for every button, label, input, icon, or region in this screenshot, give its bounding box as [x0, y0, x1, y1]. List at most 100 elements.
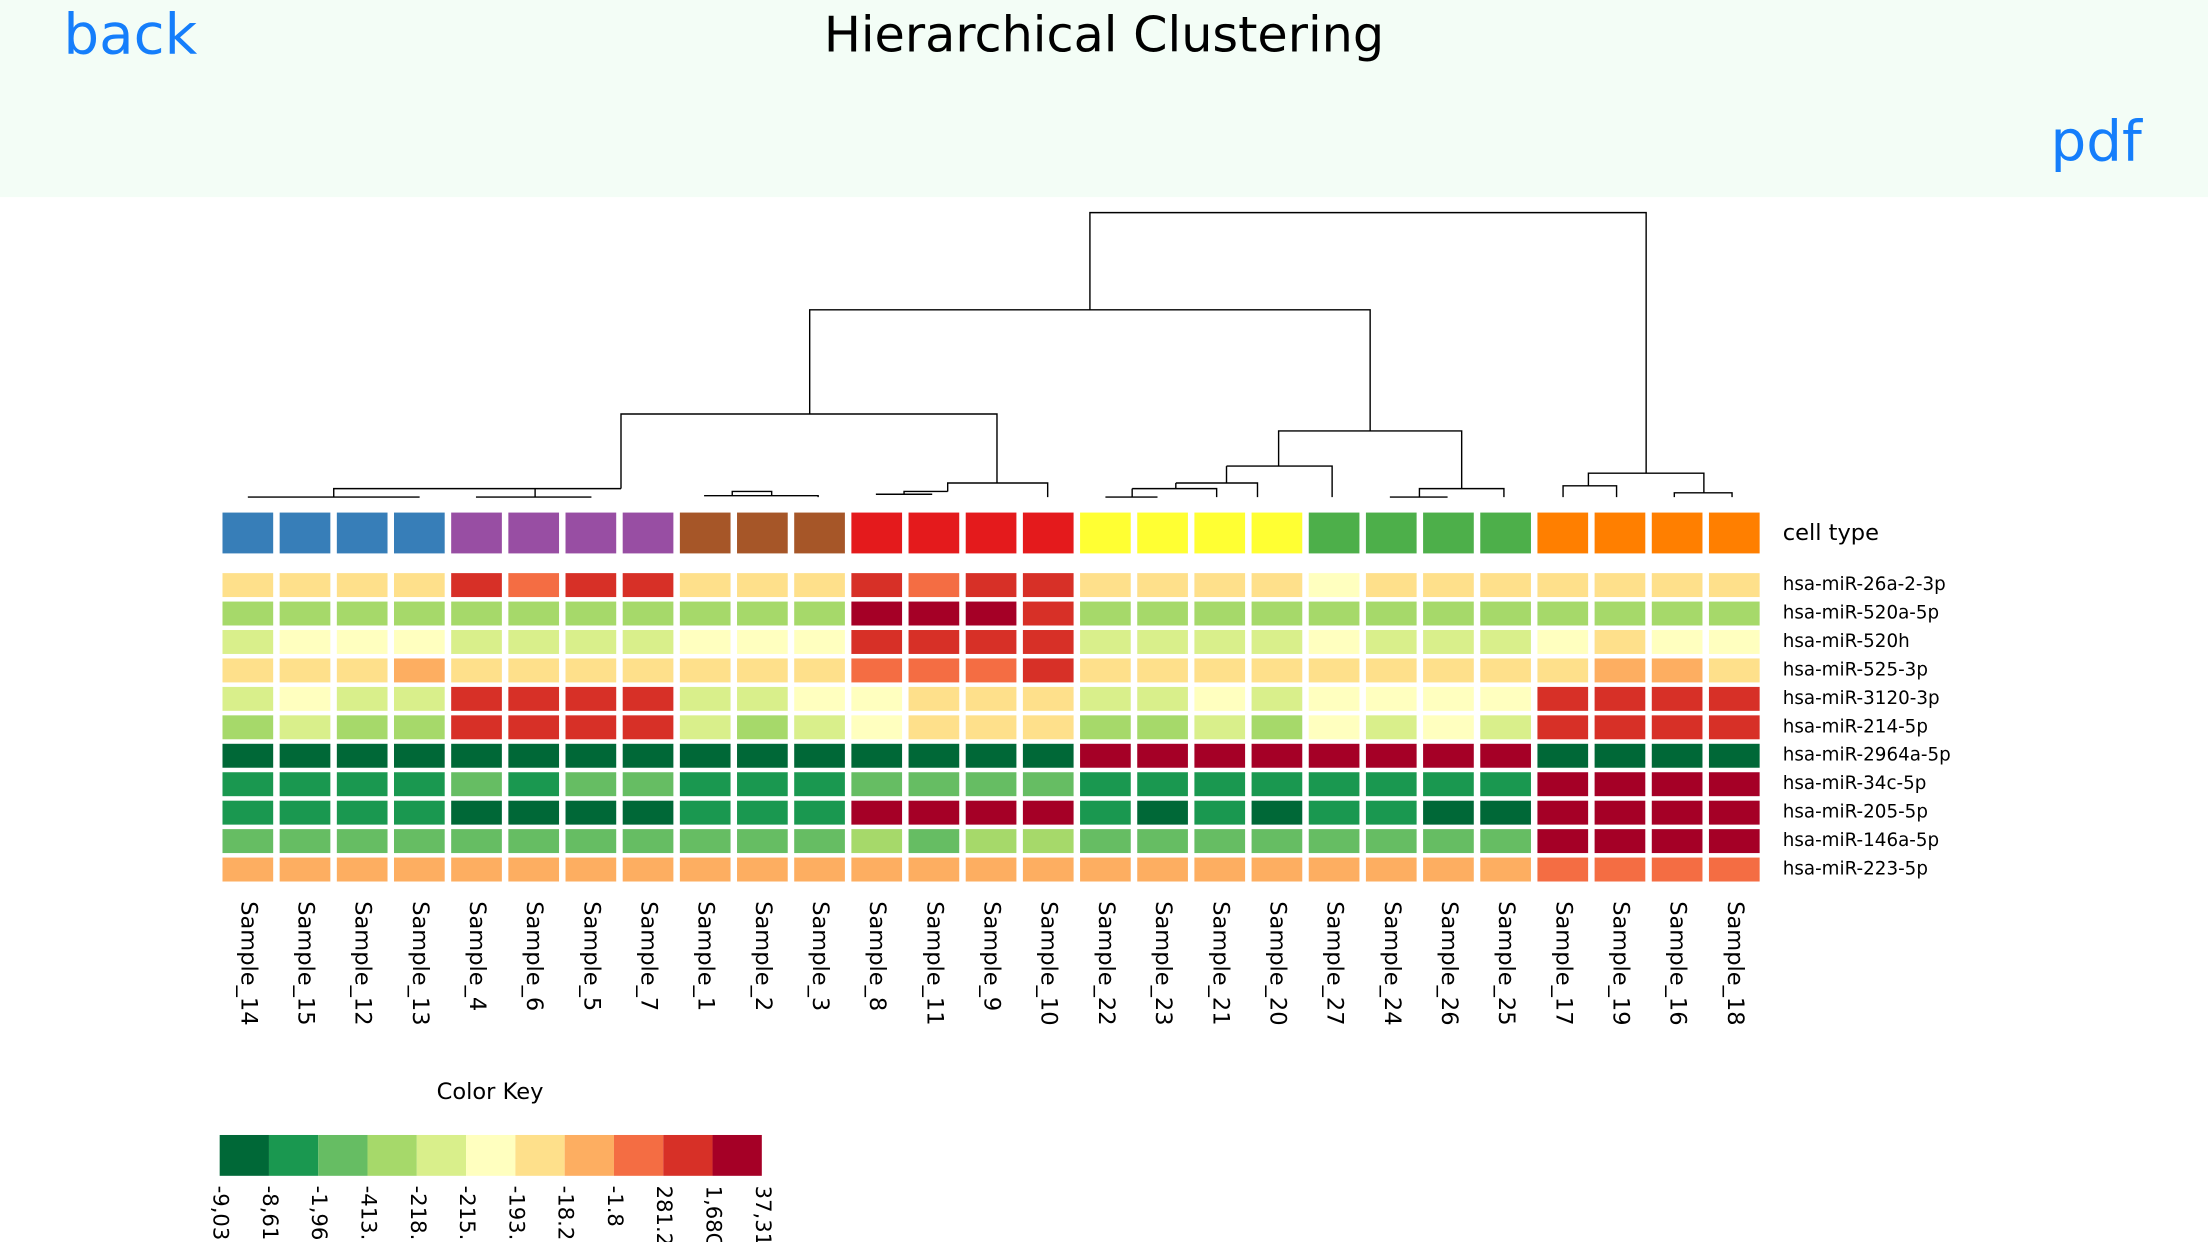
column-label: Sample_1 — [693, 901, 719, 1011]
heatmap-cell — [965, 800, 1017, 825]
heatmap-cell — [908, 658, 960, 683]
heatmap-cell — [222, 601, 274, 626]
color-key-swatch — [268, 1134, 319, 1176]
heatmap-cell — [1308, 857, 1360, 882]
heatmap-cell — [679, 658, 731, 683]
heatmap-cell — [851, 743, 903, 768]
color-key-label: -215. — [455, 1186, 480, 1241]
cell-type-swatch — [1423, 512, 1474, 554]
heatmap-cell — [394, 772, 445, 797]
cell-type-swatch — [1022, 512, 1074, 554]
heatmap-cell — [1537, 715, 1589, 740]
cell-type-swatch — [1480, 512, 1531, 554]
heatmap-cell — [794, 772, 845, 797]
heatmap-cell — [737, 630, 788, 654]
heatmap-cell — [851, 686, 903, 711]
heatmap-cell — [1423, 743, 1474, 768]
heatmap-cell — [1080, 686, 1131, 711]
heatmap-cell — [965, 630, 1017, 654]
heatmap-cell — [508, 800, 560, 825]
row-label: hsa-miR-2964a-5p — [1783, 745, 1951, 766]
heatmap-cell — [737, 743, 788, 768]
color-key-title: Color Key — [437, 1079, 544, 1105]
heatmap-cell — [279, 800, 331, 825]
heatmap-cell — [508, 686, 560, 711]
heatmap-cell — [394, 743, 445, 768]
heatmap-cell — [1480, 857, 1531, 882]
heatmap-cell — [1651, 715, 1703, 740]
heatmap-cell — [737, 857, 788, 882]
row-label: hsa-miR-26a-2-3p — [1783, 574, 1946, 595]
heatmap-cell — [1594, 573, 1646, 598]
heatmap-cell — [222, 658, 274, 683]
heatmap-cell — [1423, 829, 1474, 854]
heatmap-cell — [1194, 743, 1246, 768]
heatmap-cell — [1651, 573, 1703, 598]
heatmap-cell — [851, 715, 903, 740]
heatmap-cell — [1708, 715, 1760, 740]
heatmap-cell — [1423, 601, 1474, 626]
heatmap-cell — [965, 857, 1017, 882]
heatmap-cell — [851, 601, 903, 626]
heatmap-cell — [679, 715, 731, 740]
heatmap-cell — [394, 800, 445, 825]
heatmap-cell — [394, 857, 445, 882]
column-label: Sample_24 — [1379, 901, 1405, 1025]
heatmap-cell — [1708, 829, 1760, 854]
heatmap-cell — [279, 601, 331, 626]
color-key-label: 281.2 — [652, 1186, 677, 1242]
heatmap-cell — [1365, 857, 1417, 882]
heatmap-cell — [737, 829, 788, 854]
pdf-button[interactable]: pdf — [2050, 110, 2142, 175]
heatmap-cell — [622, 601, 674, 626]
color-key-swatch — [515, 1134, 565, 1176]
heatmap-cell — [1480, 800, 1531, 825]
heatmap-cell — [1194, 800, 1246, 825]
heatmap-cell — [1480, 573, 1531, 598]
heatmap-cell — [1022, 658, 1074, 683]
color-key-swatch — [318, 1134, 368, 1176]
heatmap-cell — [1651, 658, 1703, 683]
heatmap-cell — [794, 601, 845, 626]
heatmap-cell — [1137, 601, 1188, 626]
heatmap-cell — [394, 630, 445, 654]
heatmap-cell — [737, 715, 788, 740]
heatmap-cell — [1308, 743, 1360, 768]
column-label: Sample_21 — [1207, 901, 1233, 1025]
heatmap-cell — [1022, 800, 1074, 825]
heatmap-cell — [1080, 573, 1131, 598]
heatmap-cell — [1137, 658, 1188, 683]
heatmap-cell — [679, 743, 731, 768]
heatmap-cell — [1080, 630, 1131, 654]
heatmap-cell — [851, 630, 903, 654]
color-key-swatch — [416, 1134, 467, 1176]
heatmap-cell — [794, 573, 845, 598]
heatmap-cell — [1365, 743, 1417, 768]
heatmap-cell — [1594, 601, 1646, 626]
heatmap-cell — [1308, 772, 1360, 797]
dendrogram — [247, 211, 1733, 498]
cell-type-swatch — [965, 512, 1017, 554]
heatmap-cell — [1480, 743, 1531, 768]
heatmap-cell — [679, 573, 731, 598]
column-label: Sample_13 — [407, 901, 433, 1025]
heatmap-cell — [1194, 630, 1246, 654]
heatmap-cell — [1080, 829, 1131, 854]
heatmap-cell — [279, 772, 331, 797]
color-key-label: -1,96 — [307, 1186, 332, 1241]
heatmap-cell — [1251, 857, 1303, 882]
heatmap-cell — [451, 829, 502, 854]
heatmap-cell — [1423, 658, 1474, 683]
heatmap-cell — [1651, 686, 1703, 711]
cell-type-swatch — [908, 512, 960, 554]
heatmap-cell — [394, 715, 445, 740]
heatmap-cell — [908, 601, 960, 626]
color-key-swatch — [466, 1134, 516, 1176]
cell-type-swatch — [737, 512, 788, 554]
back-button[interactable]: back — [63, 3, 197, 68]
heatmap-cell — [1594, 772, 1646, 797]
heatmap-cell — [1251, 658, 1303, 683]
heatmap-cell — [1480, 715, 1531, 740]
heatmap-cell — [1423, 715, 1474, 740]
heatmap-cell — [451, 772, 502, 797]
